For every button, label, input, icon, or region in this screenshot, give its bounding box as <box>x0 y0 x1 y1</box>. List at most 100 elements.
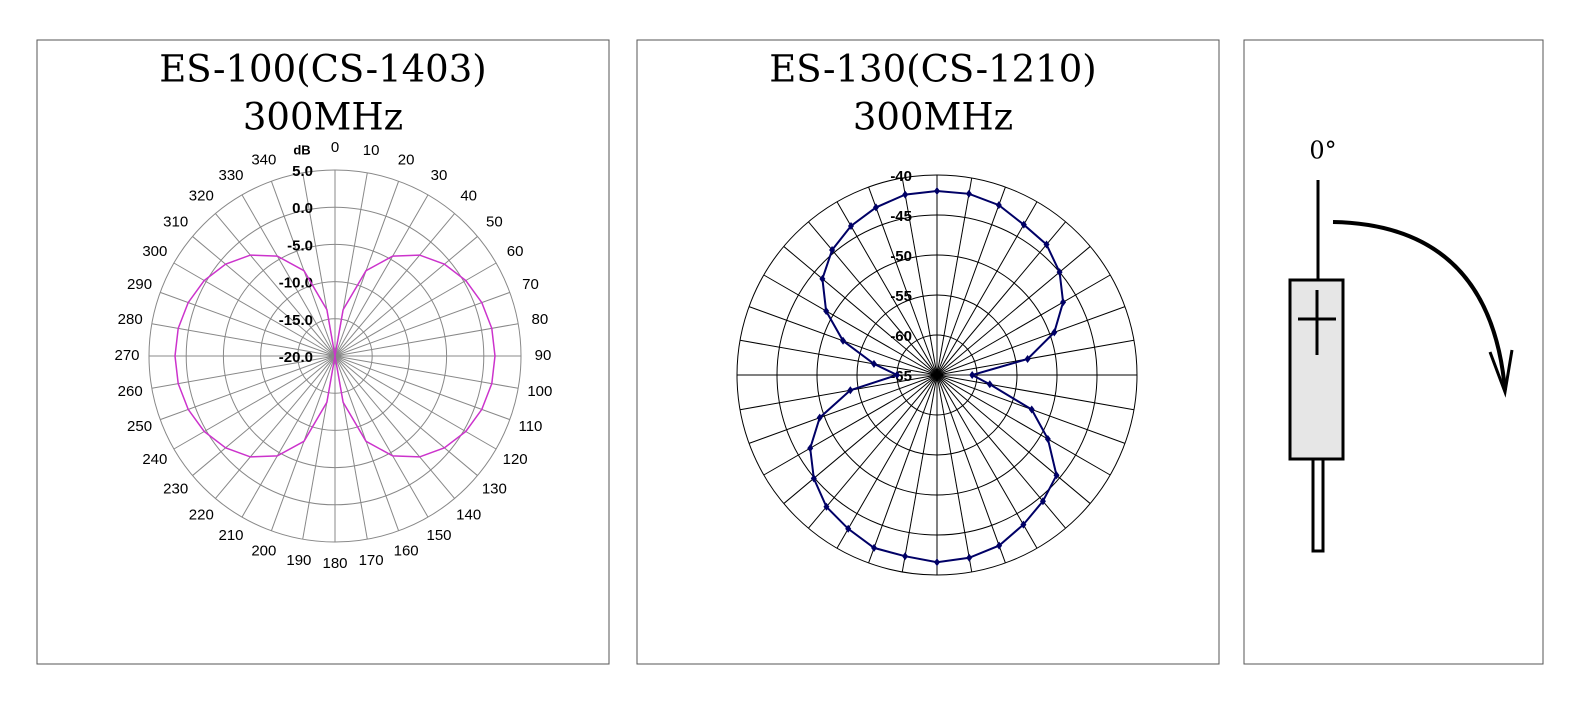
point <box>823 307 830 315</box>
spoke <box>783 374 938 504</box>
spoke <box>334 355 519 389</box>
spoke <box>192 355 336 476</box>
spoke <box>936 201 1038 376</box>
spoke <box>334 355 429 518</box>
point <box>810 474 817 483</box>
spoke <box>868 374 938 564</box>
r-tick-label: -65 <box>890 368 912 385</box>
spoke <box>936 374 1006 564</box>
angle-label: 310 <box>163 213 188 230</box>
spoke <box>936 374 1038 549</box>
chart-title: ES-130(CS-1210) <box>769 48 1096 91</box>
spoke <box>739 374 938 411</box>
angle-label: 160 <box>394 542 419 559</box>
angle-label: 120 <box>503 451 528 468</box>
point <box>995 201 1002 210</box>
point <box>1044 435 1051 443</box>
spoke <box>160 291 336 357</box>
angle-label: 270 <box>114 347 139 364</box>
point <box>934 187 940 195</box>
point <box>1039 497 1046 506</box>
angle-label: 300 <box>142 243 167 260</box>
point <box>829 245 836 254</box>
point <box>1053 471 1060 480</box>
spoke <box>334 323 519 357</box>
point <box>996 541 1003 550</box>
angle-label: 30 <box>431 167 448 184</box>
r-tick-label: 5.0 <box>292 163 313 180</box>
r-tick-label: -60 <box>890 328 912 345</box>
angle-label: 20 <box>398 152 415 169</box>
angle-label: 290 <box>127 276 152 293</box>
angle-label: 40 <box>460 188 477 205</box>
point <box>969 371 976 379</box>
point <box>1043 240 1050 249</box>
spoke <box>763 274 938 376</box>
angle-label: 80 <box>531 311 548 328</box>
r-tick-label: -20.0 <box>279 349 313 366</box>
chart-subtitle: 300MHz <box>243 96 403 139</box>
point <box>1020 520 1027 529</box>
spoke <box>808 221 938 376</box>
spoke <box>936 221 1066 376</box>
angle-label: 330 <box>218 167 243 184</box>
angle-label: 130 <box>482 481 507 498</box>
spoke <box>151 323 336 357</box>
spoke <box>160 355 336 421</box>
angle-label: 190 <box>286 552 311 569</box>
angle-label: 210 <box>218 527 243 544</box>
angle-label: 140 <box>456 506 481 523</box>
spoke <box>241 194 336 357</box>
spoke <box>215 213 336 357</box>
r-tick-label: -55 <box>890 288 912 305</box>
rotation-arrow <box>1332 220 1507 391</box>
lead <box>1311 457 1325 553</box>
arrow-head <box>1488 349 1514 398</box>
grid-ring <box>185 206 485 506</box>
spoke <box>836 374 938 549</box>
point <box>1051 328 1058 337</box>
point <box>816 413 823 422</box>
point <box>870 359 877 368</box>
angle-label: 50 <box>486 213 503 230</box>
grid-ring <box>148 169 522 543</box>
spoke <box>173 355 336 450</box>
angle-label: 340 <box>251 152 276 169</box>
point <box>1060 298 1067 307</box>
spoke <box>334 291 510 357</box>
spoke <box>808 374 938 529</box>
angle-label: 10 <box>363 142 380 159</box>
point <box>965 189 972 198</box>
spoke <box>334 355 400 531</box>
r-tick-label: -10.0 <box>279 275 313 292</box>
spoke <box>936 374 1135 411</box>
spoke <box>936 374 1111 476</box>
spoke <box>936 177 973 376</box>
r-tick-label: -15.0 <box>279 312 313 329</box>
point <box>840 336 847 345</box>
angle-label: 240 <box>142 451 167 468</box>
angle-label: 260 <box>118 383 143 400</box>
point <box>894 371 900 379</box>
spoke <box>748 374 938 444</box>
angle-label: 200 <box>251 542 276 559</box>
grid-ring <box>222 243 448 469</box>
grid-ring <box>856 294 1018 456</box>
grid-ring <box>776 214 1098 536</box>
spoke <box>334 194 429 357</box>
chart-title: ES-100(CS-1403) <box>159 48 486 91</box>
point <box>934 558 940 567</box>
spoke <box>334 236 478 357</box>
point <box>902 190 909 199</box>
angle-label: 230 <box>163 481 188 498</box>
diagram: 0° <box>1288 137 1514 553</box>
point <box>847 386 854 395</box>
point <box>1056 268 1063 277</box>
angle-label: 220 <box>189 506 214 523</box>
spoke <box>334 213 455 357</box>
spoke <box>334 262 497 357</box>
grid-ring <box>297 318 373 394</box>
spoke <box>739 339 938 376</box>
spoke <box>192 236 336 357</box>
point <box>848 222 854 231</box>
